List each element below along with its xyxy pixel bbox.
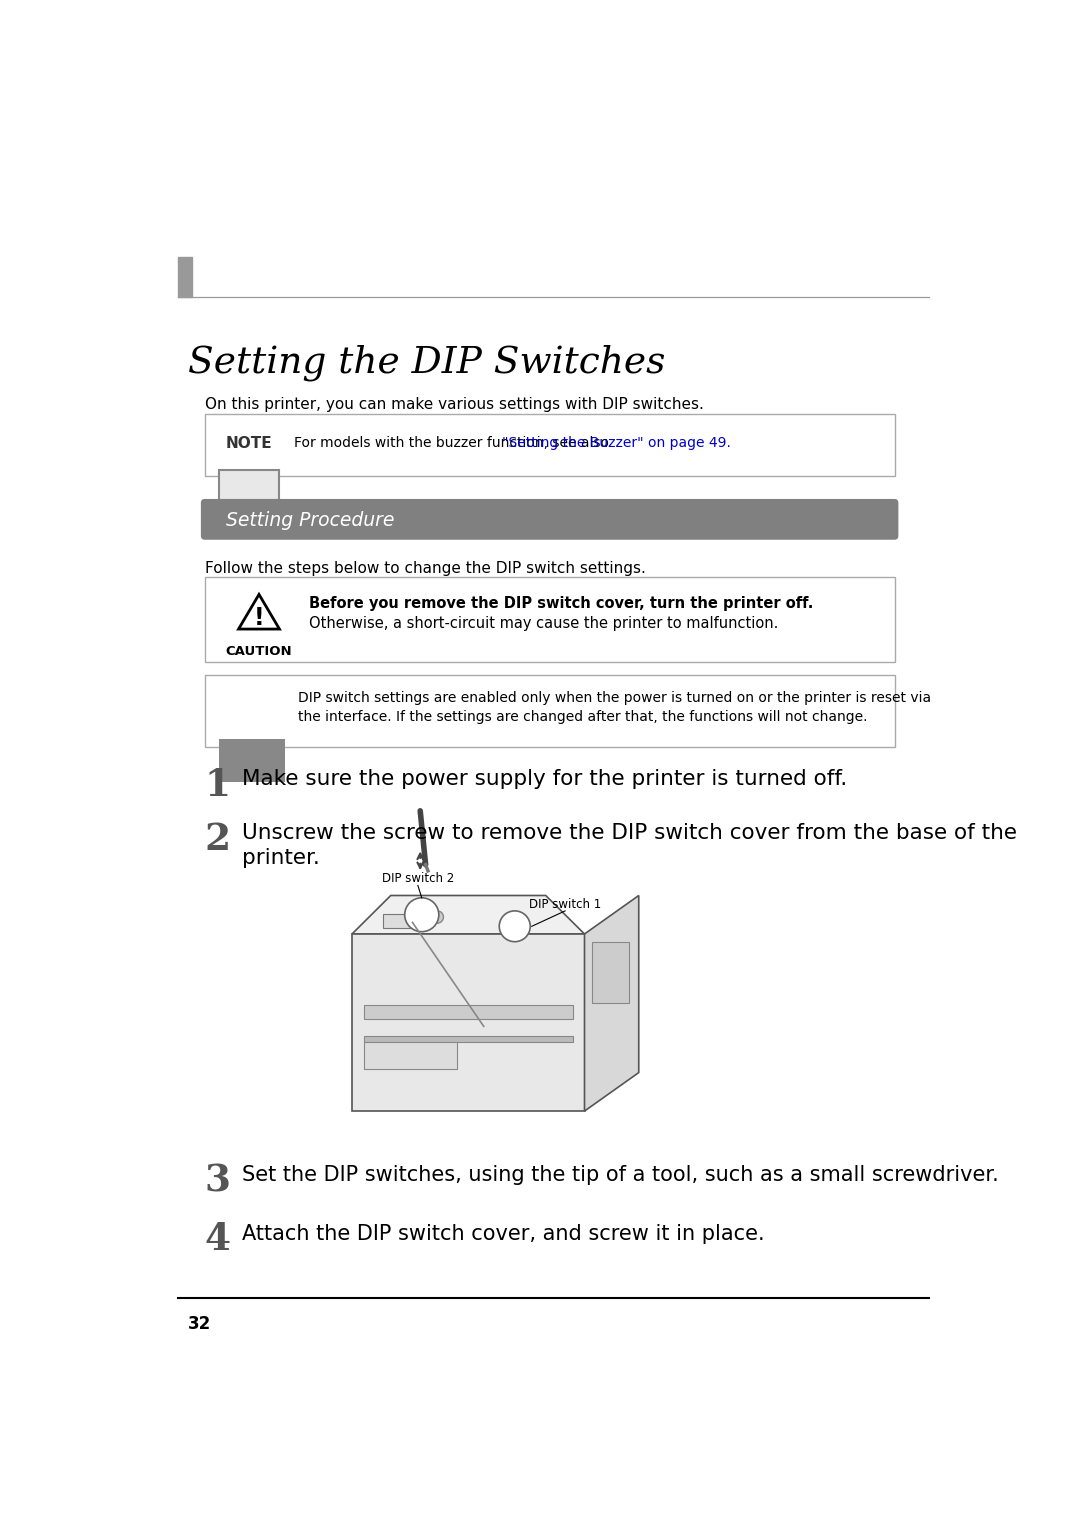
Text: DIP switch 2: DIP switch 2 <box>381 872 454 886</box>
Text: 4: 4 <box>205 1222 231 1258</box>
Bar <box>592 942 630 1003</box>
Text: CAUTION: CAUTION <box>226 646 293 658</box>
Text: !: ! <box>254 606 265 631</box>
FancyBboxPatch shape <box>201 499 899 539</box>
Bar <box>177 257 191 298</box>
Bar <box>205 577 894 663</box>
Text: On this printer, you can make various settings with DIP switches.: On this printer, you can make various se… <box>205 397 704 412</box>
Text: Follow the steps below to change the DIP switch settings.: Follow the steps below to change the DIP… <box>205 560 646 576</box>
Bar <box>218 470 279 515</box>
Text: "Setting the Buzzer" on page 49.: "Setting the Buzzer" on page 49. <box>502 435 731 450</box>
Bar <box>218 739 284 782</box>
Text: Setting the DIP Switches: Setting the DIP Switches <box>188 345 665 382</box>
Circle shape <box>405 898 438 931</box>
Text: DIP switch 1: DIP switch 1 <box>529 898 602 912</box>
Polygon shape <box>352 895 584 935</box>
Polygon shape <box>584 895 638 1112</box>
Text: For models with the buzzer function, see also: For models with the buzzer function, see… <box>294 435 613 450</box>
Bar <box>364 1035 572 1041</box>
Text: 32: 32 <box>188 1315 211 1333</box>
Polygon shape <box>352 935 584 1112</box>
Text: NOTE: NOTE <box>226 437 272 450</box>
Text: printer.: printer. <box>242 847 320 867</box>
Text: CAUTION: CAUTION <box>220 705 283 719</box>
Polygon shape <box>239 594 280 629</box>
Text: Setting Procedure: Setting Procedure <box>227 512 395 530</box>
Bar <box>364 1005 572 1019</box>
Text: DIP switch settings are enabled only when the power is turned on or the printer : DIP switch settings are enabled only whe… <box>298 692 931 705</box>
Bar <box>205 675 894 747</box>
Text: Before you remove the DIP switch cover, turn the printer off.: Before you remove the DIP switch cover, … <box>309 596 813 611</box>
Text: the interface. If the settings are changed after that, the functions will not ch: the interface. If the settings are chang… <box>298 710 867 724</box>
Bar <box>364 1041 457 1069</box>
Text: Otherwise, a short-circuit may cause the printer to malfunction.: Otherwise, a short-circuit may cause the… <box>309 615 779 631</box>
Text: 1: 1 <box>205 767 231 803</box>
Text: Unscrew the screw to remove the DIP switch cover from the base of the: Unscrew the screw to remove the DIP swit… <box>242 823 1017 843</box>
Bar <box>205 414 894 476</box>
Circle shape <box>499 912 530 942</box>
Text: Attach the DIP switch cover, and screw it in place.: Attach the DIP switch cover, and screw i… <box>242 1223 765 1243</box>
Circle shape <box>431 912 444 924</box>
Text: Make sure the power supply for the printer is turned off.: Make sure the power supply for the print… <box>242 770 847 789</box>
Text: 2: 2 <box>205 822 231 858</box>
Bar <box>383 915 426 928</box>
Text: 3: 3 <box>205 1162 231 1200</box>
Text: Set the DIP switches, using the tip of a tool, such as a small screwdriver.: Set the DIP switches, using the tip of a… <box>242 1165 999 1185</box>
